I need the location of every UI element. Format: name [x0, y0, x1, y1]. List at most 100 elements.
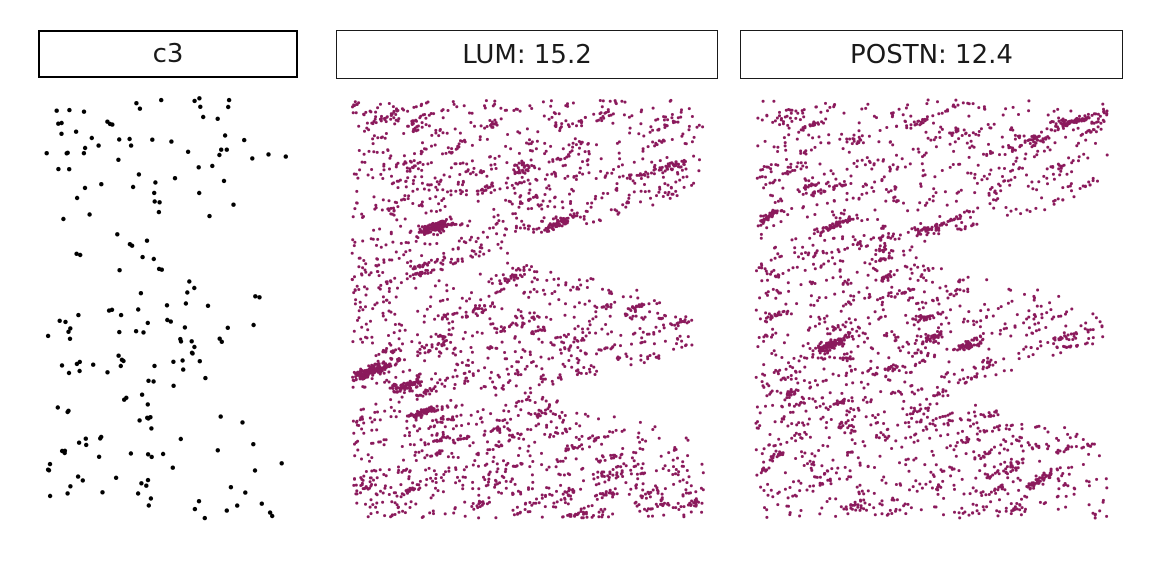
lum-point	[618, 157, 622, 161]
lum-point	[477, 307, 481, 310]
lum-point	[483, 185, 487, 189]
lum-point	[512, 513, 516, 517]
lum-point	[379, 117, 383, 121]
lum-point	[687, 107, 691, 111]
c3-point	[96, 143, 101, 148]
lum-point	[463, 514, 467, 518]
lum-point	[426, 350, 430, 354]
lum-point	[499, 106, 503, 110]
postn-point	[991, 473, 995, 477]
lum-point	[352, 291, 356, 295]
lum-point	[455, 147, 459, 150]
c3-point	[156, 266, 162, 272]
lum-point	[389, 154, 393, 158]
lum-point	[594, 331, 598, 335]
c3-point	[224, 147, 229, 152]
lum-point	[418, 116, 422, 120]
postn-point	[789, 410, 792, 414]
postn-point	[989, 168, 993, 172]
lum-point	[613, 99, 617, 103]
postn-point	[855, 329, 859, 333]
postn-point	[797, 421, 801, 425]
lum-point	[491, 448, 495, 451]
lum-point	[392, 409, 396, 413]
lum-point	[391, 384, 395, 388]
lum-point	[460, 315, 464, 319]
lum-point	[445, 317, 449, 321]
postn-point	[769, 163, 773, 167]
lum-point	[578, 424, 582, 428]
lum-point	[437, 224, 441, 228]
c3-point	[140, 254, 145, 260]
postn-point	[856, 456, 860, 460]
lum-point	[559, 498, 563, 502]
postn-point	[786, 424, 790, 428]
lum-point	[430, 343, 434, 347]
postn-point	[767, 443, 771, 447]
postn-point	[926, 315, 930, 319]
lum-point	[594, 194, 598, 198]
lum-point	[534, 364, 538, 368]
lum-point	[670, 323, 674, 327]
lum-point	[463, 330, 467, 334]
lum-point	[454, 162, 458, 166]
lum-point	[403, 194, 407, 198]
lum-point	[518, 433, 522, 437]
lum-point	[630, 342, 633, 346]
postn-point	[1028, 142, 1032, 145]
postn-point	[993, 471, 997, 475]
lum-point	[605, 171, 609, 175]
lum-point	[586, 158, 590, 162]
lum-point	[384, 298, 388, 302]
postn-point	[910, 227, 914, 231]
lum-point	[690, 499, 694, 503]
lum-point	[421, 264, 425, 268]
lum-point	[489, 191, 493, 195]
lum-point	[461, 487, 465, 491]
lum-point	[518, 226, 522, 230]
lum-point	[437, 182, 441, 186]
lum-point	[425, 262, 429, 266]
lum-point	[434, 418, 438, 422]
lum-point	[452, 102, 456, 106]
lum-point	[512, 435, 516, 439]
lum-point	[541, 395, 545, 399]
lum-point	[569, 288, 573, 292]
lum-point	[582, 506, 586, 510]
lum-point	[359, 408, 363, 412]
c3-point	[192, 344, 197, 350]
lum-point	[441, 479, 445, 483]
lum-point	[402, 381, 406, 385]
lum-point	[428, 197, 432, 201]
lum-point	[527, 395, 531, 399]
lum-point	[543, 228, 547, 232]
postn-point	[924, 332, 928, 336]
postn-point	[966, 275, 970, 279]
lum-point	[678, 479, 682, 483]
lum-point	[550, 172, 554, 176]
lum-point	[527, 166, 531, 169]
postn-point	[886, 427, 890, 431]
lum-point	[417, 450, 421, 454]
postn-point	[888, 508, 892, 512]
lum-point	[675, 342, 678, 346]
postn-point	[857, 492, 861, 496]
lum-point	[362, 152, 366, 156]
lum-point	[602, 470, 606, 474]
lum-point	[487, 477, 491, 481]
lum-point	[629, 487, 633, 491]
lum-point	[587, 319, 591, 323]
postn-point	[852, 294, 856, 298]
lum-point	[363, 129, 366, 133]
postn-point	[931, 114, 935, 118]
lum-point	[486, 356, 490, 360]
lum-point	[695, 125, 699, 129]
lum-point	[641, 462, 645, 466]
lum-point	[408, 470, 412, 474]
lum-point	[547, 465, 551, 469]
lum-point	[471, 334, 474, 338]
lum-point	[429, 209, 433, 213]
lum-point	[409, 259, 413, 263]
lum-point	[500, 329, 504, 333]
lum-point	[568, 473, 572, 477]
